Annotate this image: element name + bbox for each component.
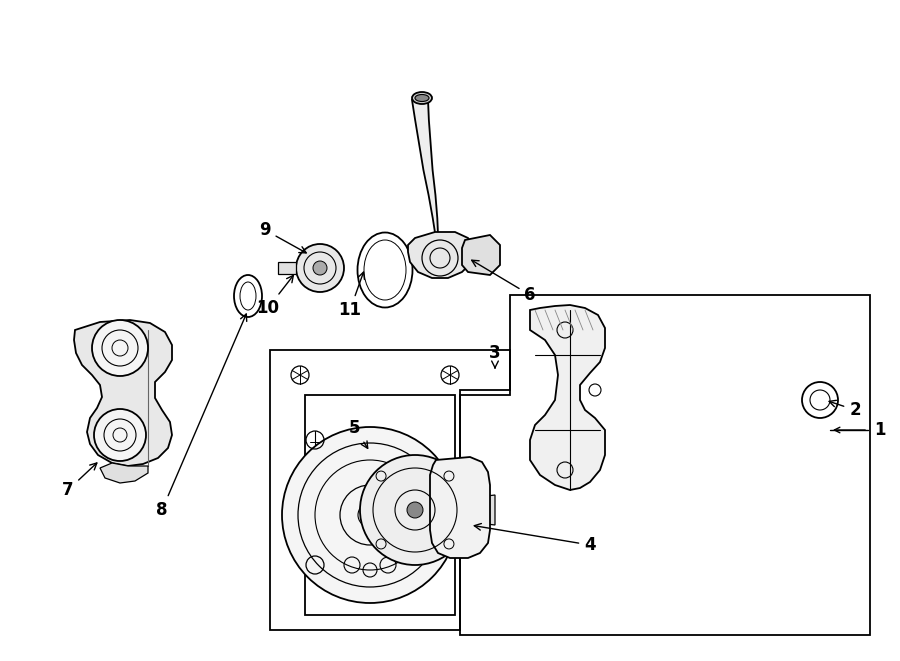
Text: 11: 11 (338, 272, 364, 319)
Polygon shape (430, 457, 490, 558)
Ellipse shape (357, 233, 412, 307)
Text: 7: 7 (62, 463, 97, 499)
Text: 6: 6 (472, 260, 536, 304)
Ellipse shape (412, 92, 432, 104)
Circle shape (282, 427, 458, 603)
Text: 10: 10 (256, 276, 293, 317)
Polygon shape (278, 262, 296, 274)
Text: 2: 2 (829, 401, 860, 419)
Text: 1: 1 (874, 421, 886, 439)
Polygon shape (74, 320, 172, 466)
Circle shape (360, 455, 470, 565)
Bar (305, 395, 455, 615)
Circle shape (296, 244, 344, 292)
Circle shape (407, 502, 423, 518)
Text: 4: 4 (474, 524, 596, 554)
Polygon shape (530, 305, 605, 490)
Text: 5: 5 (349, 419, 368, 448)
Circle shape (92, 320, 148, 376)
Polygon shape (408, 232, 474, 278)
Polygon shape (462, 235, 500, 275)
Circle shape (313, 261, 327, 275)
Polygon shape (470, 495, 495, 525)
Text: 8: 8 (157, 314, 247, 519)
Text: 9: 9 (259, 221, 306, 253)
Circle shape (94, 409, 146, 461)
Text: 3: 3 (490, 344, 500, 368)
Ellipse shape (415, 95, 429, 102)
Polygon shape (100, 463, 148, 483)
